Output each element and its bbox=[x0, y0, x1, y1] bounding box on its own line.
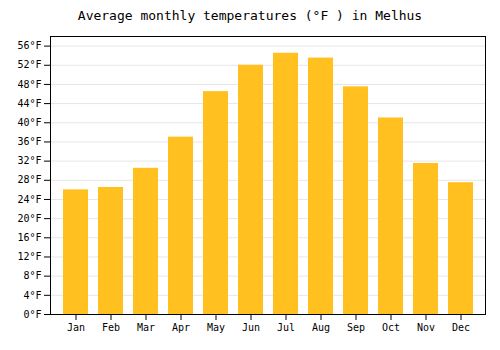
svg-text:44°F: 44°F bbox=[17, 98, 41, 109]
svg-text:52°F: 52°F bbox=[17, 59, 41, 70]
svg-text:Dec: Dec bbox=[452, 322, 470, 333]
svg-text:Mar: Mar bbox=[137, 322, 155, 333]
svg-text:20°F: 20°F bbox=[17, 213, 41, 224]
svg-text:Oct: Oct bbox=[382, 322, 400, 333]
svg-text:4°F: 4°F bbox=[23, 290, 41, 301]
svg-text:40°F: 40°F bbox=[17, 117, 41, 128]
svg-text:Sep: Sep bbox=[347, 322, 365, 333]
svg-text:Jun: Jun bbox=[242, 322, 260, 333]
svg-text:28°F: 28°F bbox=[17, 174, 41, 185]
svg-text:Aug: Aug bbox=[312, 322, 330, 333]
svg-text:32°F: 32°F bbox=[17, 155, 41, 166]
svg-text:56°F: 56°F bbox=[17, 40, 41, 51]
svg-text:Apr: Apr bbox=[172, 322, 190, 333]
html-text:Average monthly temperatures (: Average monthly temperatures (°F ) in Me… bbox=[77, 8, 423, 23]
svg-text:36°F: 36°F bbox=[17, 136, 41, 147]
svg-text:48°F: 48°F bbox=[17, 79, 41, 90]
svg-text:Feb: Feb bbox=[102, 322, 120, 333]
svg-text:8°F: 8°F bbox=[23, 270, 41, 281]
svg-text:0°F: 0°F bbox=[23, 309, 41, 320]
svg-text:16°F: 16°F bbox=[17, 232, 41, 243]
svg-text:Jan: Jan bbox=[67, 322, 85, 333]
svg-text:12°F: 12°F bbox=[17, 251, 41, 262]
svg-text:May: May bbox=[207, 322, 225, 333]
svg-text:24°F: 24°F bbox=[17, 194, 41, 205]
svg-text:Nov: Nov bbox=[417, 322, 435, 333]
svg-text:Jul: Jul bbox=[277, 322, 295, 333]
